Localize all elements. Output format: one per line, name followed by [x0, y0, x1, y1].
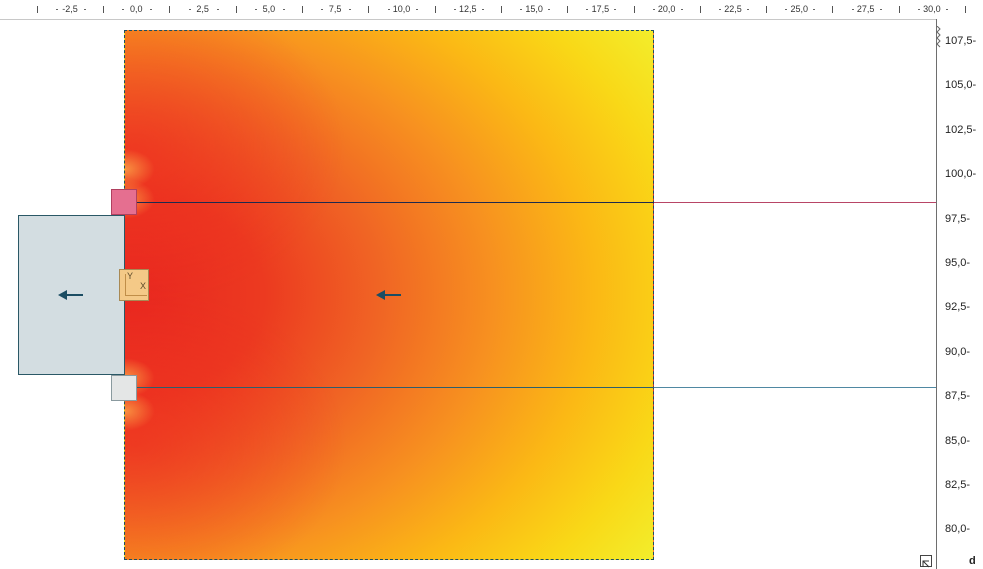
top-section-line[interactable]	[124, 202, 654, 203]
top-ruler-label: 15,0	[525, 4, 543, 14]
top-ruler-tick	[633, 6, 635, 13]
right-ruler-label: 95,0-	[945, 257, 971, 269]
top-ruler-tick	[567, 6, 569, 13]
top-ruler-dot	[652, 9, 655, 10]
right-ruler-label: 105,0-	[945, 79, 977, 92]
right-ruler-label: 87,5-	[945, 390, 971, 403]
top-ruler-label: 17,5	[591, 4, 610, 14]
top-ruler-label: 7,5	[328, 4, 342, 14]
top-ruler-dot	[282, 9, 285, 10]
top-ruler-dot	[56, 9, 58, 10]
top-ruler-tick	[766, 6, 768, 13]
top-ruler-dot	[188, 9, 191, 10]
top-node-handle[interactable]	[111, 189, 137, 215]
top-ruler-dot	[321, 9, 324, 10]
top-ruler-tick	[169, 6, 171, 13]
top-ruler-dot	[945, 9, 948, 10]
top-ruler-dot	[481, 9, 484, 10]
top-ruler-tick	[500, 6, 502, 13]
top-ruler-tick	[699, 6, 701, 13]
top-section-line-extension[interactable]	[654, 202, 936, 203]
top-ruler-label: 30,0	[923, 4, 941, 14]
right-ruler-label: 90,0-	[945, 345, 971, 358]
top-ruler-dot	[719, 9, 721, 10]
right-ruler-label: 100,0-	[945, 168, 977, 181]
top-ruler-label: 25,0	[790, 4, 809, 14]
corner-label: d	[969, 555, 976, 567]
top-ruler-tick	[368, 6, 370, 13]
top-ruler-tick	[965, 6, 967, 13]
top-ruler-dot	[520, 9, 523, 10]
coordinate-axis-icon: Y X	[119, 269, 149, 301]
axis-x-label: X	[140, 281, 147, 291]
top-ruler-tick	[832, 6, 834, 13]
right-ruler-label: 97,5-	[945, 212, 971, 225]
top-ruler-dot	[851, 9, 854, 10]
top-ruler-dot	[548, 9, 551, 10]
right-ruler-label: 80,0-	[945, 523, 971, 536]
top-ruler-dot	[415, 9, 418, 10]
arrow-left-icon	[58, 290, 83, 300]
top-ruler-label: 20,0	[657, 4, 676, 14]
restore-arrow-icon	[922, 560, 930, 568]
bottom-section-line-extension[interactable]	[654, 387, 936, 388]
top-ruler-dot	[84, 9, 86, 10]
bottom-node-handle[interactable]	[111, 375, 137, 401]
arrow-left-icon	[376, 290, 401, 300]
top-ruler-label: -2,5	[62, 4, 78, 14]
top-ruler-dot	[254, 9, 257, 10]
top-ruler-dot	[586, 9, 589, 10]
top-ruler-dot	[349, 9, 352, 10]
top-ruler-dot	[785, 9, 788, 10]
top-ruler-tick	[302, 6, 304, 13]
right-ruler: 107,5- 105,0- 102,5- 100,0- 97,5- 95,0- 92,5- 9…	[936, 19, 983, 569]
top-ruler-tick	[103, 6, 105, 13]
top-ruler-dot	[614, 9, 617, 10]
ruler-edge-marker-icon	[936, 26, 941, 48]
top-ruler-dot	[453, 9, 456, 10]
top-ruler-tick	[434, 6, 436, 13]
top-ruler-label: 10,0	[392, 4, 411, 14]
top-ruler-tick	[36, 6, 38, 13]
restore-window-icon[interactable]	[920, 555, 932, 568]
top-ruler-dot	[917, 9, 920, 10]
top-ruler-label: 12,5	[459, 4, 477, 14]
right-ruler-label: 102,5-	[945, 123, 977, 136]
top-ruler-label: 0,0	[130, 4, 143, 14]
top-ruler-tick	[898, 6, 900, 13]
right-ruler-label: 107,5-	[945, 35, 977, 47]
right-ruler-label: 85,0-	[945, 434, 971, 447]
right-ruler-label: 92,5-	[945, 301, 971, 314]
top-ruler-label: 22,5	[724, 4, 742, 14]
bottom-section-line[interactable]	[124, 387, 654, 388]
axis-x-line	[125, 295, 147, 296]
top-ruler: -2,5 0,0 2,5 5,0 7,5 10,0 12,5 15,0 17,5 20,0 22,5…	[0, 0, 967, 20]
axis-y-label: Y	[127, 271, 134, 281]
top-ruler-dot	[747, 9, 749, 10]
top-ruler-label: 27,5	[856, 4, 875, 14]
axis-y-line	[125, 274, 126, 296]
top-ruler-dot	[216, 9, 219, 10]
top-ruler-dot	[680, 9, 683, 10]
top-ruler-label: 5,0	[262, 4, 276, 14]
top-ruler-dot	[879, 9, 882, 10]
top-ruler-dot	[122, 9, 125, 10]
top-ruler-label: 2,5	[196, 4, 209, 14]
top-ruler-dot	[813, 9, 816, 10]
right-ruler-label: 82,5-	[945, 479, 971, 491]
top-ruler-dot	[150, 9, 153, 10]
top-ruler-tick	[235, 6, 237, 13]
top-ruler-dot	[387, 9, 390, 10]
